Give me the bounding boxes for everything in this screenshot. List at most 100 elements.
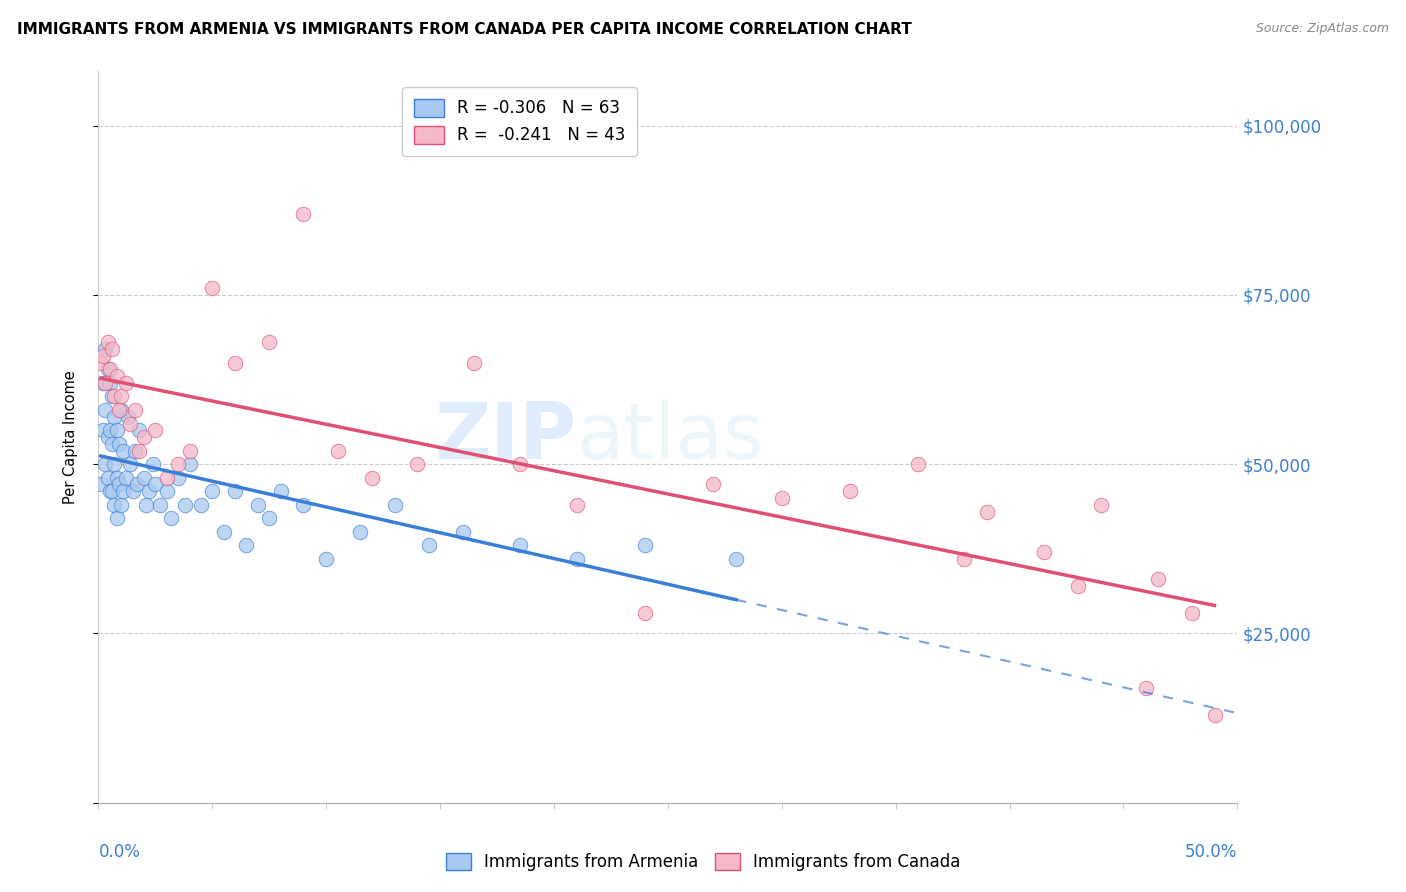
Point [1146, 572, 1168, 586]
Point [1135, 681, 1157, 695]
Point [406, 457, 429, 471]
Point [839, 484, 862, 499]
Point [96, 430, 118, 444]
Point [101, 389, 124, 403]
Point [326, 443, 349, 458]
Point [101, 437, 124, 451]
Point [156, 471, 179, 485]
Point [128, 443, 150, 458]
Point [96, 335, 118, 350]
Point [1090, 498, 1112, 512]
Point [167, 471, 190, 485]
Point [315, 552, 337, 566]
Point [120, 417, 142, 431]
Point [114, 471, 136, 485]
Point [156, 484, 179, 499]
Point [94, 403, 117, 417]
Point [167, 457, 190, 471]
Point [98, 423, 121, 437]
Point [190, 498, 212, 512]
Point [418, 538, 440, 552]
Point [201, 281, 224, 295]
Point [179, 443, 201, 458]
Point [953, 552, 976, 566]
Point [349, 524, 371, 539]
Point [145, 423, 167, 437]
Point [108, 437, 131, 451]
Point [127, 477, 149, 491]
Point [105, 471, 128, 485]
Point [105, 369, 128, 384]
Point [174, 498, 197, 512]
Point [110, 403, 132, 417]
Point [94, 342, 117, 356]
Text: atlas: atlas [576, 399, 765, 475]
Point [1067, 579, 1090, 593]
Point [142, 457, 165, 471]
Point [634, 538, 657, 552]
Point [132, 471, 155, 485]
Point [509, 457, 531, 471]
Point [259, 511, 281, 525]
Point [145, 477, 167, 491]
Point [94, 457, 117, 471]
Point [565, 498, 588, 512]
Point [110, 389, 132, 403]
Point [98, 376, 121, 390]
Text: IMMIGRANTS FROM ARMENIA VS IMMIGRANTS FROM CANADA PER CAPITA INCOME CORRELATION : IMMIGRANTS FROM ARMENIA VS IMMIGRANTS FR… [17, 22, 911, 37]
Point [770, 491, 793, 505]
Point [235, 538, 257, 552]
Point [98, 484, 121, 499]
Point [101, 342, 124, 356]
Point [90, 355, 112, 369]
Point [384, 498, 406, 512]
Point [112, 443, 135, 458]
Point [565, 552, 588, 566]
Point [179, 457, 201, 471]
Point [224, 355, 246, 369]
Point [124, 403, 146, 417]
Point [114, 376, 136, 390]
Point [907, 457, 929, 471]
Point [132, 430, 155, 444]
Y-axis label: Per Capita Income: Per Capita Income [63, 370, 77, 504]
Point [976, 505, 998, 519]
Point [463, 355, 485, 369]
Point [108, 477, 131, 491]
Legend: R = -0.306   N = 63, R =  -0.241   N = 43: R = -0.306 N = 63, R = -0.241 N = 43 [402, 87, 637, 156]
Point [112, 484, 135, 499]
Point [96, 471, 118, 485]
Point [224, 484, 246, 499]
Point [124, 443, 146, 458]
Point [509, 538, 531, 552]
Point [108, 403, 131, 417]
Point [212, 524, 235, 539]
Point [259, 335, 281, 350]
Point [135, 498, 157, 512]
Point [634, 606, 657, 620]
Point [103, 389, 125, 403]
Point [103, 457, 125, 471]
Point [246, 498, 269, 512]
Point [360, 471, 382, 485]
Text: Source: ZipAtlas.com: Source: ZipAtlas.com [1256, 22, 1389, 36]
Point [101, 484, 124, 499]
Point [98, 362, 121, 376]
Point [103, 498, 125, 512]
Point [160, 511, 183, 525]
Point [120, 457, 142, 471]
Point [201, 484, 224, 499]
Point [1181, 606, 1204, 620]
Text: ZIP: ZIP [434, 399, 576, 475]
Text: 50.0%: 50.0% [1185, 843, 1237, 861]
Text: 0.0%: 0.0% [98, 843, 141, 861]
Point [1204, 707, 1226, 722]
Point [451, 524, 474, 539]
Point [138, 484, 160, 499]
Point [292, 206, 315, 220]
Point [1032, 545, 1054, 559]
Point [117, 409, 139, 424]
Legend: Immigrants from Armenia, Immigrants from Canada: Immigrants from Armenia, Immigrants from… [437, 845, 969, 880]
Point [110, 498, 132, 512]
Point [91, 423, 114, 437]
